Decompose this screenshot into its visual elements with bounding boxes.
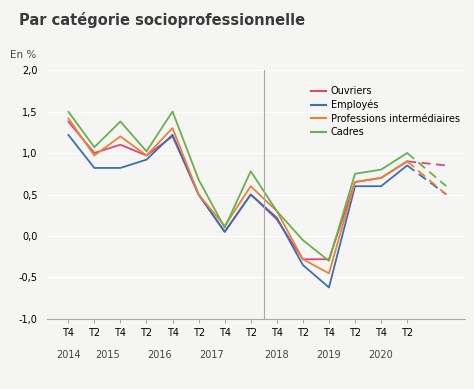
Text: 2020: 2020 [369,350,393,359]
Text: 2019: 2019 [317,350,341,359]
Text: Par catégorie socioprofessionnelle: Par catégorie socioprofessionnelle [19,12,305,28]
Text: En %: En % [10,50,36,60]
Text: 2014: 2014 [56,350,81,359]
Text: 2017: 2017 [199,350,224,359]
Text: 2015: 2015 [95,350,120,359]
Text: 2016: 2016 [147,350,172,359]
Text: 2018: 2018 [264,350,289,359]
Legend: Ouvriers, Employés, Professions intermédiaires, Cadres: Ouvriers, Employés, Professions interméd… [308,82,464,141]
